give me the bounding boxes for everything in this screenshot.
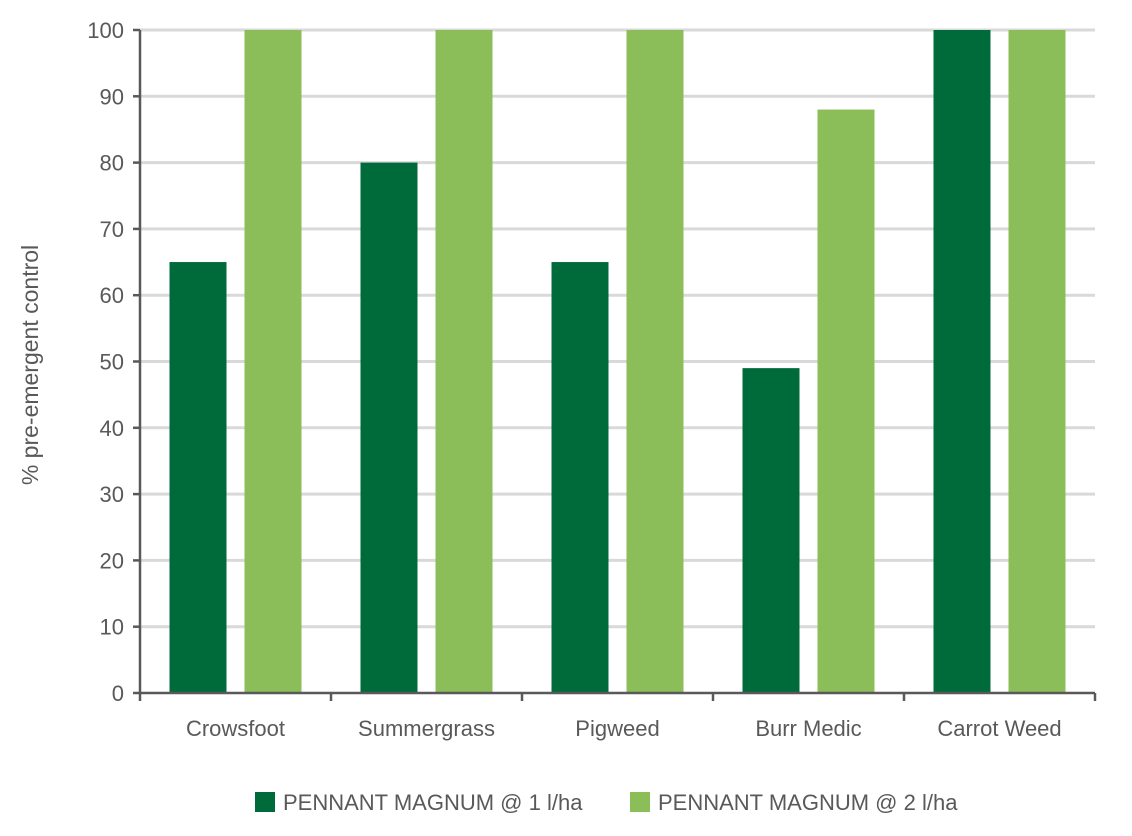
- bar-2-carrot-weed: [1008, 30, 1066, 693]
- bar-2-burr-medic: [817, 109, 875, 693]
- y-tick-label: 60: [100, 283, 124, 308]
- y-tick-label: 90: [100, 84, 124, 109]
- y-tick-label: 40: [100, 416, 124, 441]
- legend: PENNANT MAGNUM @ 1 l/ha PENNANT MAGNUM @ …: [255, 790, 958, 815]
- y-tick-label: 100: [87, 18, 124, 43]
- x-tick-label: Crowsfoot: [186, 716, 285, 741]
- y-tick-label: 10: [100, 615, 124, 640]
- x-tick-label: Carrot Weed: [937, 716, 1061, 741]
- y-axis-title: % pre-emergent control: [17, 245, 43, 485]
- legend-label: PENNANT MAGNUM @ 1 l/ha: [283, 790, 583, 815]
- x-tick-label: Burr Medic: [755, 716, 861, 741]
- y-tick-label: 30: [100, 482, 124, 507]
- bar-2-crowsfoot: [244, 30, 302, 693]
- bars: [169, 30, 1066, 694]
- legend-label: PENNANT MAGNUM @ 2 l/ha: [658, 790, 958, 815]
- bar-1-crowsfoot: [169, 262, 227, 693]
- x-tick-label: Pigweed: [575, 716, 659, 741]
- bar-1-pigweed: [551, 262, 609, 693]
- bar-1-burr-medic: [742, 368, 800, 693]
- y-tick-label: 20: [100, 548, 124, 573]
- legend-swatch: [255, 792, 275, 812]
- bar-2-pigweed: [626, 30, 684, 693]
- axes: 0 10 20 30 40 50 60 70 80 90 100 Crowsfoot Summergra…: [87, 18, 1097, 741]
- bar-1-summergrass: [360, 162, 418, 694]
- legend-swatch: [630, 792, 650, 812]
- y-tick-label: 80: [100, 151, 124, 176]
- x-tick-label: Summergrass: [358, 716, 495, 741]
- y-tick-label: 0: [112, 681, 124, 706]
- y-tick-label: 70: [100, 217, 124, 242]
- bar-2-summergrass: [435, 30, 493, 693]
- bar-1-carrot-weed: [933, 30, 991, 693]
- y-tick-label: 50: [100, 350, 124, 375]
